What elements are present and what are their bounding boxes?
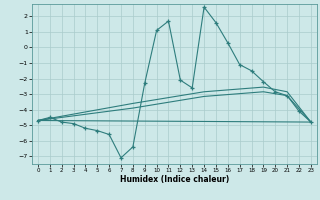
X-axis label: Humidex (Indice chaleur): Humidex (Indice chaleur): [120, 175, 229, 184]
